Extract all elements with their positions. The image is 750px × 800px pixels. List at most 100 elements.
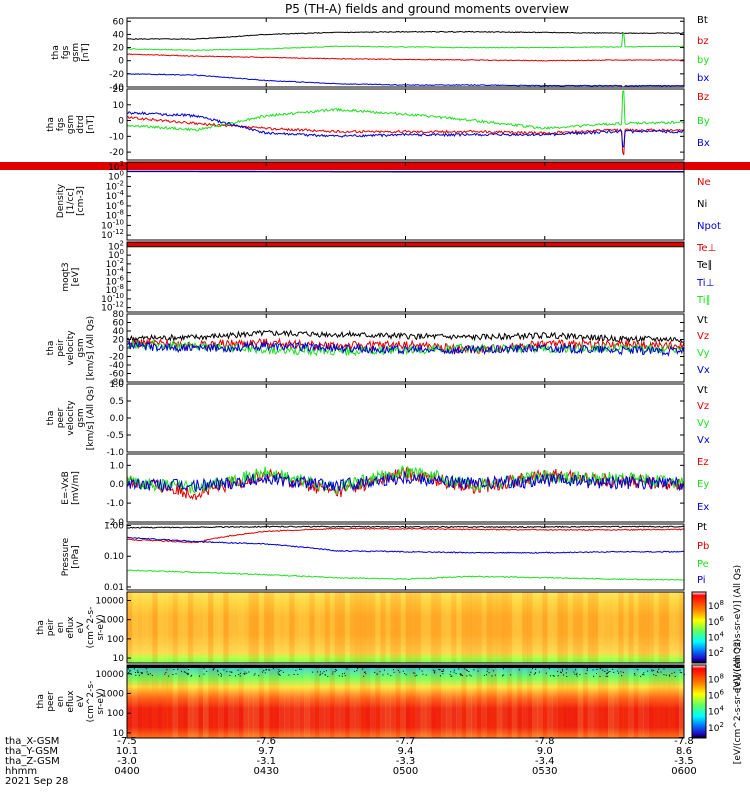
- heatmap-speckle: [453, 671, 455, 673]
- heatmap-speckle: [647, 670, 649, 672]
- heatmap-column: [137, 592, 143, 663]
- heatmap-speckle: [606, 673, 608, 675]
- series-line-By: [127, 89, 684, 132]
- legend-Pe: Pe: [697, 559, 709, 570]
- heatmap-column: [187, 592, 194, 663]
- heatmap-speckle: [387, 673, 389, 675]
- heatmap-speckle: [382, 674, 384, 676]
- heatmap-speckle: [344, 675, 346, 677]
- heatmap-column: [567, 665, 574, 738]
- heatmap-column: [476, 592, 482, 663]
- heatmap-speckle: [278, 669, 280, 671]
- heatmap-column: [633, 665, 639, 738]
- y-tick-label: 40: [113, 327, 125, 337]
- heatmap-speckle: [243, 673, 245, 675]
- heatmap-speckle: [127, 668, 129, 670]
- heatmap-column: [314, 592, 320, 663]
- heatmap-speckle: [458, 668, 460, 670]
- legend-By: By: [697, 116, 710, 127]
- y-tick-label: 10: [113, 729, 125, 739]
- heatmap-speckle: [442, 670, 444, 672]
- heatmap-column: [268, 665, 275, 738]
- series-group: [127, 464, 684, 501]
- heatmap-speckle: [657, 671, 659, 673]
- heatmap-speckle: [621, 675, 623, 677]
- heatmap-speckle: [140, 672, 142, 674]
- y-tick-label: 60: [113, 319, 125, 329]
- colorbar-tick-label: 106: [708, 689, 724, 702]
- y-axis-label-line: eflux: [66, 690, 76, 713]
- heatmap-column: [415, 592, 422, 663]
- heatmap-column: [299, 665, 305, 738]
- heatmap-speckle: [637, 669, 639, 671]
- legend-Bx: Bx: [697, 138, 710, 149]
- heatmap-speckle: [660, 671, 662, 673]
- heatmap-speckle: [535, 668, 537, 670]
- heatmap-column: [653, 592, 660, 663]
- x-axis-row-value: 10.1: [116, 746, 138, 757]
- y-axis-label: tha peer en eflux eV (cm^2-s-sr-eV): [36, 681, 106, 723]
- heatmap-speckle: [469, 674, 471, 676]
- heatmap-column: [390, 665, 396, 738]
- heatmap-column: [547, 665, 553, 738]
- heatmap-speckle: [599, 675, 601, 677]
- heatmap-speckle: [586, 669, 588, 671]
- heatmap-speckle: [324, 674, 326, 676]
- y-tick-label: 10-12: [101, 301, 124, 314]
- y-axis-label-line: [nT]: [86, 115, 96, 133]
- heatmap-speckle: [492, 670, 494, 672]
- heatmap-speckle: [266, 668, 268, 670]
- heatmap-column: [456, 665, 462, 738]
- y-axis-label-line: dtrd: [76, 115, 86, 134]
- heatmap-column: [552, 665, 558, 738]
- heatmap-speckle: [263, 670, 265, 672]
- heatmap-speckle: [643, 672, 645, 674]
- heatmap-column: [587, 592, 594, 663]
- x-axis-row-value: 8.6: [676, 746, 692, 757]
- heatmap-speckle: [663, 668, 665, 670]
- heatmap-column: [592, 592, 599, 663]
- heatmap-column: [461, 665, 467, 738]
- y-tick-label: 10-6: [106, 274, 125, 287]
- heatmap-speckle: [137, 671, 139, 673]
- heatmap-speckle: [681, 672, 683, 674]
- heatmap-speckle: [618, 672, 620, 674]
- heatmap-speckle: [432, 669, 434, 671]
- heatmap-speckle: [503, 674, 505, 676]
- heatmap-speckle: [442, 673, 444, 675]
- x-axis-row-value: 9.0: [537, 746, 553, 757]
- heatmap-speckle: [264, 672, 266, 674]
- heatmap-speckle: [653, 674, 655, 676]
- x-axis-row-label: tha_X-GSM: [5, 736, 59, 747]
- panel-efield: E=-VxB [mV/m] -2.0 -1.0 0.0 1.0 Ez Ey Ex: [61, 453, 709, 528]
- y-axis-label: Density [1/cc] [cm-3]: [56, 183, 86, 218]
- heatmap-speckle: [322, 672, 324, 674]
- legend-bz: bz: [697, 36, 709, 47]
- heatmap-speckle: [674, 675, 676, 677]
- heatmap-column: [446, 592, 452, 663]
- y-tick-label: 102: [108, 239, 124, 252]
- y-tick-label: 102: [108, 160, 124, 173]
- y-tick-label: -1.0: [106, 499, 124, 509]
- y-axis-label-line: tha: [36, 694, 46, 709]
- heatmap-column: [243, 592, 250, 663]
- heatmap-column: [218, 592, 224, 663]
- heatmap-column: [511, 665, 518, 738]
- colorbar: [691, 591, 707, 664]
- heatmap-column: [552, 592, 558, 663]
- heatmap-speckle: [561, 670, 563, 672]
- y-tick-label: 80: [113, 310, 125, 320]
- heatmap-column: [370, 592, 376, 663]
- heatmap-column: [223, 665, 229, 738]
- heatmap-speckle: [596, 668, 598, 670]
- y-axis-label-line: peer: [56, 407, 66, 428]
- legend-bx: bx: [697, 73, 709, 84]
- heatmap-column: [567, 592, 574, 663]
- y-tick-label: 100: [107, 635, 124, 645]
- panel-frame: [126, 523, 685, 591]
- heatmap-speckle: [460, 673, 462, 675]
- heatmap-speckle: [617, 670, 619, 672]
- heatmap-column: [152, 665, 158, 738]
- heatmap-column: [223, 592, 229, 663]
- heatmap-column: [643, 665, 650, 738]
